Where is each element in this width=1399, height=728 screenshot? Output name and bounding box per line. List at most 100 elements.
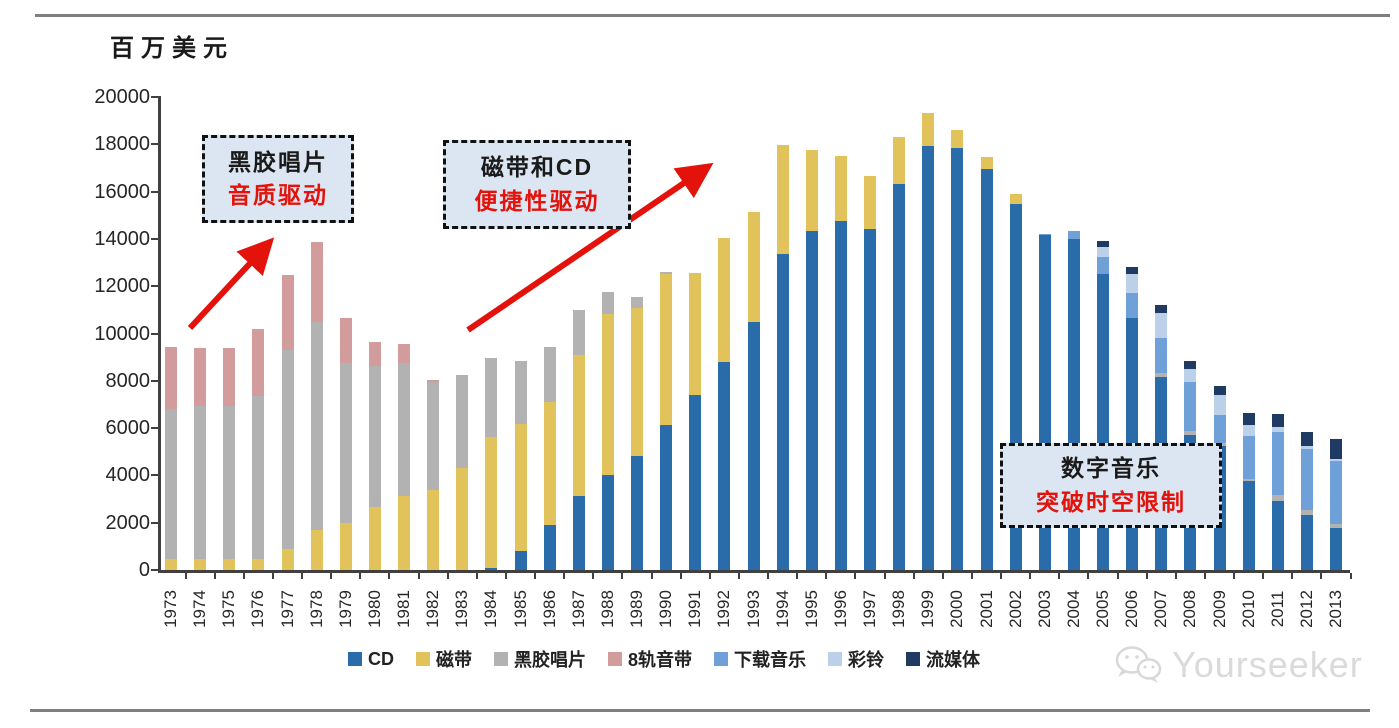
x-axis-tick (1174, 573, 1177, 579)
y-axis-tick (151, 96, 158, 98)
year-label: 1995 (801, 590, 821, 628)
bar-segment-CD (631, 456, 643, 570)
bar-segment-CD (660, 424, 673, 570)
legend-item-流媒体: 流媒体 (906, 646, 980, 672)
x-axis-tick (650, 573, 653, 579)
bar-segment-CD (1300, 515, 1313, 570)
year-label: 1985 (510, 590, 530, 628)
x-axis-tick (388, 573, 391, 579)
x-axis-tick (271, 573, 274, 579)
year-label: 1993 (743, 590, 763, 628)
x-axis-tick (1203, 573, 1206, 579)
x-axis-tick (1233, 573, 1236, 579)
y-axis-tick-label: 20000 (94, 86, 150, 108)
year-label: 2009 (1209, 590, 1229, 628)
bar-segment-流媒体 (1271, 413, 1284, 427)
bar-segment-黑胶唱片 (223, 406, 236, 560)
bar-segment-黑胶唱片 (252, 396, 265, 560)
bar-segment-磁带 (223, 559, 236, 570)
year-label: 1976 (248, 590, 268, 628)
bar-segment-彩铃 (1300, 446, 1313, 450)
trend-arrow-vinyl (187, 237, 275, 331)
x-axis-tick (417, 573, 420, 579)
year-label: 1983 (452, 590, 472, 628)
y-axis-tick (151, 379, 158, 382)
bar-segment-黑胶唱片 (572, 310, 585, 355)
bar-segment-下载音乐 (1271, 431, 1284, 496)
bar-segment-8轨音带 (368, 341, 381, 366)
bar-segment-8轨音带 (281, 274, 294, 351)
x-axis-tick (1029, 573, 1032, 579)
bar-segment-黑胶唱片 (368, 365, 381, 508)
year-label: 2000 (947, 590, 967, 628)
bar-segment-磁带 (776, 145, 789, 255)
bar-segment-CD (951, 148, 964, 570)
bar-segment-黑胶唱片 (1271, 495, 1284, 501)
legend-item-彩铃: 彩铃 (828, 646, 884, 672)
bar-segment-CD (980, 169, 993, 570)
bar-segment-黑胶唱片 (165, 409, 177, 560)
bar-segment-下载音乐 (1184, 381, 1197, 431)
bar-segment-流媒体 (1330, 438, 1342, 459)
year-label: 1978 (306, 590, 326, 628)
legend-swatch (416, 652, 430, 666)
x-axis-tick (1320, 573, 1323, 579)
y-axis-tick (151, 237, 158, 240)
year-label: 2004 (1063, 590, 1083, 628)
x-axis-tick (330, 573, 333, 579)
bar-segment-流媒体 (1155, 304, 1168, 314)
callout-vinyl-title: 黑胶唱片 (228, 148, 328, 175)
bar-segment-彩铃 (1330, 458, 1342, 461)
bar-segment-磁带 (689, 273, 702, 395)
x-axis-tick (1087, 573, 1090, 579)
bar-segment-8轨音带 (223, 348, 236, 407)
x-axis-tick (1262, 573, 1265, 579)
watermark: Yourseeker (1112, 642, 1363, 688)
bar-segment-下载音乐 (1038, 234, 1051, 236)
bar-segment-磁带 (631, 307, 643, 456)
bar-segment-磁带 (893, 137, 906, 184)
bar-segment-磁带 (252, 559, 265, 570)
bar-segment-磁带 (339, 523, 352, 570)
y-axis-tick (151, 285, 158, 288)
bar-segment-磁带 (485, 437, 498, 568)
bar-segment-磁带 (281, 548, 294, 570)
year-label: 2008 (1180, 590, 1200, 628)
x-axis-tick (301, 573, 304, 579)
y-axis-tick (151, 569, 158, 571)
x-axis-tick (621, 573, 624, 579)
bar-segment-黑胶唱片 (310, 321, 323, 530)
bar-segment-8轨音带 (398, 344, 410, 364)
year-label: 2006 (1122, 590, 1142, 628)
year-label: 2013 (1326, 590, 1345, 628)
x-axis-tick (912, 573, 915, 579)
y-axis-tick (151, 143, 158, 146)
y-axis-line (158, 96, 161, 572)
bar-segment-流媒体 (1213, 386, 1226, 395)
bar-segment-下载音乐 (1126, 292, 1139, 318)
bar-segment-磁带 (864, 176, 876, 230)
year-label: 1974 (190, 590, 210, 628)
x-axis-tick (1145, 573, 1148, 579)
year-label: 1984 (481, 590, 501, 628)
bar-segment-磁带 (980, 156, 993, 170)
bar-segment-黑胶唱片 (427, 381, 440, 491)
legend-item-磁带: 磁带 (416, 646, 472, 672)
bar-segment-CD (805, 230, 818, 570)
bar-segment-彩铃 (1242, 424, 1255, 437)
callout-cassette-cd: 磁带和CD 便捷性驱动 (443, 140, 631, 229)
year-label: 1975 (219, 590, 239, 628)
bar-segment-黑胶唱片 (601, 291, 614, 314)
y-axis-tick-label: 10000 (94, 322, 150, 345)
x-axis-tick (941, 573, 944, 579)
bar-segment-彩铃 (1097, 247, 1109, 258)
year-label: 1998 (889, 590, 909, 628)
bar-segment-流媒体 (1126, 267, 1139, 275)
bar-segment-CD (718, 361, 731, 570)
year-label: 1991 (685, 590, 705, 628)
bar-segment-黑胶唱片 (660, 272, 673, 275)
chart-legend: CD 磁带 黑胶唱片 8轨音带 下载音乐 彩铃 流媒体 (348, 646, 980, 672)
bar-segment-黑胶唱片 (485, 357, 498, 438)
x-axis-tick (1349, 573, 1352, 579)
bar-segment-磁带 (718, 237, 731, 362)
